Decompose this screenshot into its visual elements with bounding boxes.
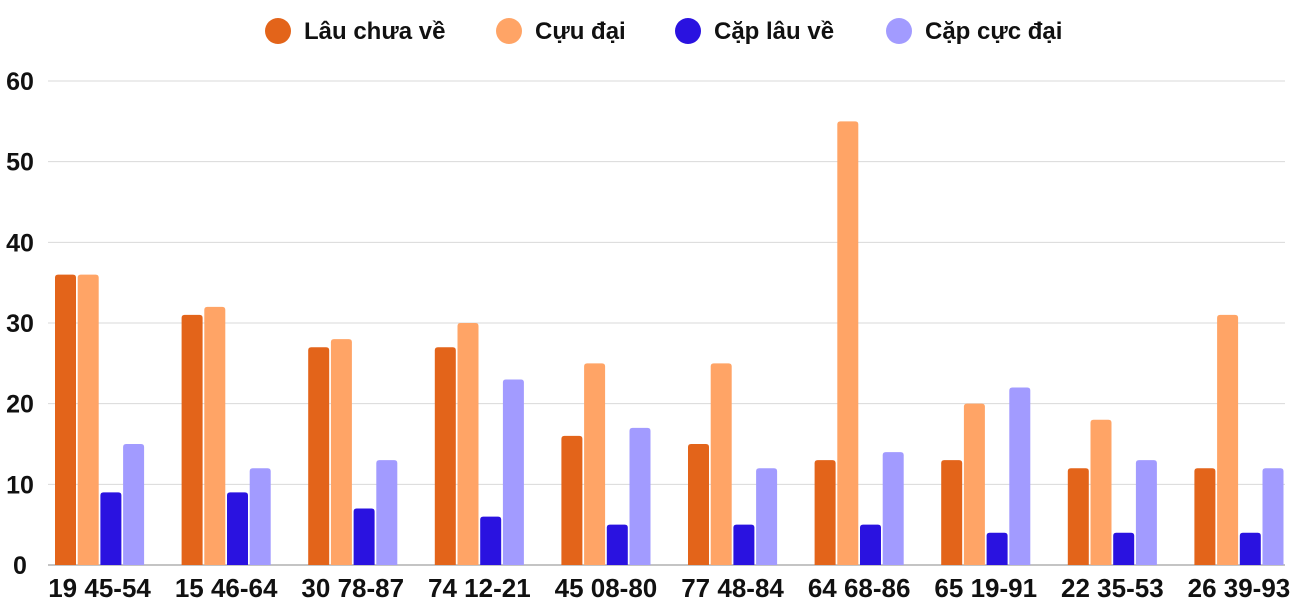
bar-1-5 [561, 435, 583, 565]
bar-3-7 [860, 524, 881, 565]
x-axis: 19 45-54 15 46-64 30 78-87 74 12-21 45 08-80… [48, 573, 1290, 600]
legend-marker-2 [496, 18, 522, 44]
bar-1-10 [1194, 468, 1216, 565]
y-tick-label: 40 [6, 229, 34, 257]
bar-2-4 [457, 323, 479, 565]
y-axis: 0 10 20 30 40 50 60 [6, 68, 34, 580]
bars [55, 121, 1284, 565]
x-tick-label: 22 35-53 [1061, 573, 1164, 600]
bar-1-1 [55, 274, 76, 565]
bar-3-6 [733, 524, 755, 565]
x-tick-label: 19 45-54 [48, 573, 151, 600]
bar-2-10 [1217, 314, 1239, 565]
bar-3-4 [480, 516, 502, 565]
bar-3-8 [986, 532, 1008, 565]
bar-2-5 [584, 363, 606, 565]
legend-label-3: Cặp lâu về [714, 18, 834, 45]
x-tick-label: 45 08-80 [555, 573, 658, 600]
x-tick-label: 30 78-87 [301, 573, 404, 600]
x-tick-label: 15 46-64 [175, 573, 278, 600]
legend: Lâu chưa về Cựu đại Cặp lâu về Cặp cực đại [265, 18, 1062, 45]
bar-1-9 [1067, 468, 1089, 565]
bar-2-8 [963, 403, 985, 565]
y-tick-label: 0 [13, 552, 27, 580]
bar-3-9 [1113, 532, 1135, 565]
y-tick-label: 60 [6, 68, 34, 96]
bar-3-1 [100, 492, 122, 565]
legend-marker-1 [265, 18, 291, 44]
y-tick-label: 30 [6, 310, 34, 338]
bar-2-9 [1090, 419, 1112, 565]
bar-1-8 [941, 460, 963, 565]
bar-1-7 [814, 460, 836, 565]
bar-4-4 [502, 379, 524, 565]
x-tick-label: 26 39-93 [1188, 573, 1291, 600]
bar-3-3 [353, 508, 375, 565]
x-tick-label: 77 48-84 [681, 573, 784, 600]
bar-3-2 [227, 492, 248, 565]
bar-1-4 [434, 347, 456, 565]
legend-marker-3 [675, 18, 701, 44]
bar-3-5 [606, 524, 628, 565]
bar-4-5 [629, 427, 651, 565]
bar-4-2 [249, 468, 271, 565]
x-tick-label: 65 19-91 [934, 573, 1037, 600]
y-tick-label: 50 [6, 149, 34, 177]
bar-4-3 [376, 460, 398, 565]
y-tick-label: 20 [6, 391, 34, 419]
bar-2-6 [710, 363, 732, 565]
bar-4-9 [1135, 460, 1157, 565]
bar-2-3 [330, 339, 352, 565]
bar-2-2 [204, 306, 226, 565]
bar-1-3 [308, 347, 330, 565]
x-tick-label: 74 12-21 [428, 573, 531, 600]
bar-4-6 [756, 468, 778, 565]
legend-label-4: Cặp cực đại [925, 18, 1062, 45]
bar-3-10 [1239, 532, 1261, 565]
legend-marker-4 [886, 18, 912, 44]
x-tick-label: 64 68-86 [808, 573, 911, 600]
y-tick-label: 10 [6, 471, 34, 499]
bar-1-6 [688, 444, 709, 565]
bar-4-1 [123, 444, 145, 565]
legend-label-2: Cựu đại [535, 18, 626, 45]
bar-2-1 [77, 274, 99, 565]
bar-4-8 [1009, 387, 1031, 565]
bar-4-7 [882, 452, 904, 565]
bar-4-10 [1262, 468, 1284, 565]
legend-label-1: Lâu chưa về [304, 18, 445, 45]
bar-1-2 [181, 314, 203, 565]
bar-2-7 [837, 121, 859, 565]
